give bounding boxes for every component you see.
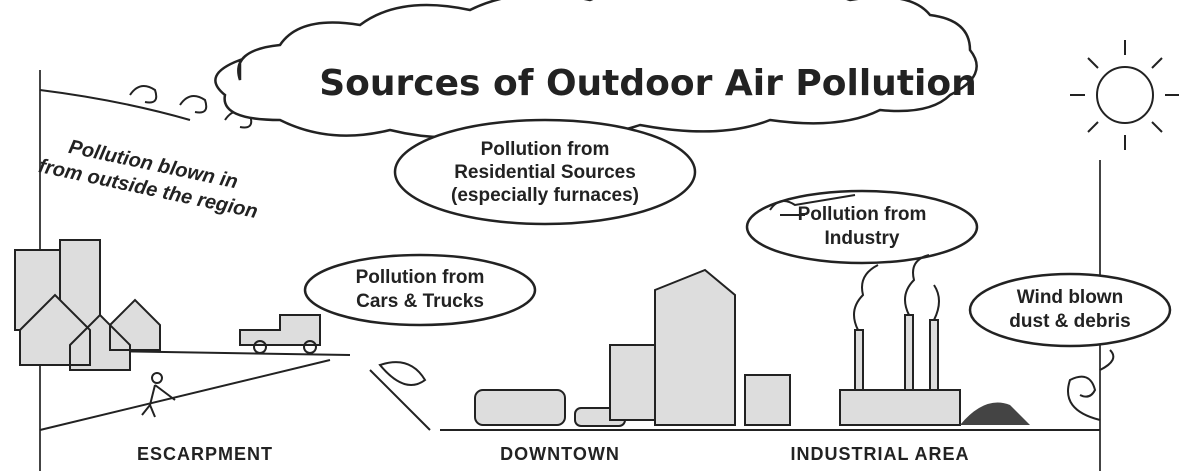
callout-line: Pollution from	[481, 139, 610, 160]
area-label: DOWNTOWN	[500, 444, 620, 464]
callout-line: Industry	[825, 228, 900, 249]
smoke	[854, 255, 939, 330]
person-head	[152, 373, 162, 383]
callout-line: Wind blown	[1017, 287, 1123, 308]
callout-line: Cars & Trucks	[356, 291, 484, 312]
callout-cloud	[970, 274, 1170, 346]
callout-line: Residential Sources	[454, 162, 636, 183]
outside-caption: Pollution blown in from outside the regi…	[37, 131, 265, 223]
building	[745, 375, 790, 425]
callout-line: (especially furnaces)	[451, 185, 639, 206]
diagram: Sources of Outdoor Air Pollution Polluti…	[0, 0, 1179, 471]
area-label: INDUSTRIAL AREA	[790, 444, 969, 464]
sun	[1097, 67, 1153, 123]
debris-pile	[960, 403, 1030, 426]
sun-rays	[1070, 40, 1179, 150]
factory	[840, 315, 960, 425]
wind-swirl	[40, 86, 251, 128]
area-label: ESCARPMENT	[137, 444, 273, 464]
callout-line: Pollution from	[798, 204, 927, 225]
road-and-car	[370, 362, 430, 430]
wind-swirl	[1068, 350, 1113, 420]
tower	[655, 270, 735, 425]
bus	[475, 390, 565, 425]
callout-line: Pollution from	[356, 267, 485, 288]
callout-line: dust & debris	[1009, 311, 1130, 332]
page: Sources of Outdoor Air Pollution Polluti…	[0, 0, 1179, 471]
title: Sources of Outdoor Air Pollution	[319, 63, 976, 104]
callout-cloud	[305, 255, 535, 325]
